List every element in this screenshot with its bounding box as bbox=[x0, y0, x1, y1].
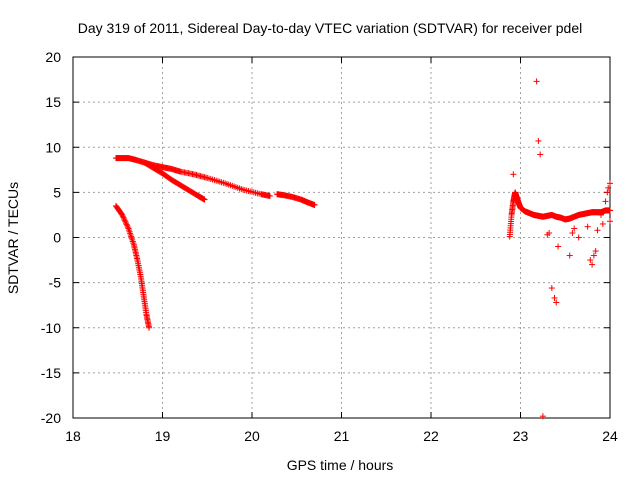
data-point bbox=[584, 223, 591, 230]
data-point bbox=[120, 214, 127, 221]
y-tick-label: 20 bbox=[45, 49, 61, 65]
data-point bbox=[602, 198, 609, 205]
x-tick-label: 22 bbox=[423, 428, 439, 444]
data-point bbox=[607, 218, 613, 225]
data-point bbox=[311, 202, 318, 209]
data-point bbox=[124, 224, 131, 231]
chart-title: Day 319 of 2011, Sidereal Day-to-day VTE… bbox=[78, 20, 582, 36]
y-tick-label: -20 bbox=[41, 410, 61, 426]
data-point bbox=[589, 261, 596, 268]
data-point bbox=[146, 324, 153, 331]
data-point bbox=[122, 220, 129, 227]
y-tick-label: 15 bbox=[45, 94, 61, 110]
data-point bbox=[599, 220, 606, 227]
data-point bbox=[510, 171, 517, 178]
data-point bbox=[555, 243, 562, 250]
x-tick-label: 19 bbox=[155, 428, 171, 444]
data-point bbox=[566, 252, 573, 259]
data-point bbox=[123, 221, 130, 228]
data-point bbox=[539, 413, 546, 420]
x-tick-label: 23 bbox=[513, 428, 529, 444]
data-point bbox=[121, 217, 128, 224]
x-axis-label: GPS time / hours bbox=[287, 457, 394, 473]
data-point bbox=[119, 213, 126, 220]
data-point bbox=[122, 218, 129, 225]
data-point bbox=[553, 299, 560, 306]
axis-ticks: 18 19 20 21 22 23 24 -20 -15 -10 -5 0 5 10 15 20 bbox=[41, 49, 618, 444]
data-point bbox=[535, 137, 542, 144]
data-point bbox=[119, 211, 126, 218]
y-tick-label: 0 bbox=[53, 230, 61, 246]
data-point bbox=[533, 78, 540, 85]
data-point bbox=[607, 180, 613, 187]
data-point bbox=[571, 225, 578, 232]
y-tick-label: 10 bbox=[45, 139, 61, 155]
data-point bbox=[121, 215, 128, 222]
data-point bbox=[590, 252, 597, 259]
data-point bbox=[569, 229, 576, 236]
data-point bbox=[592, 248, 599, 255]
y-tick-label: -5 bbox=[49, 275, 62, 291]
data-points bbox=[112, 78, 613, 420]
x-tick-label: 24 bbox=[602, 428, 618, 444]
data-point bbox=[124, 222, 131, 229]
data-point bbox=[201, 196, 208, 203]
data-point bbox=[604, 189, 611, 196]
x-tick-label: 18 bbox=[65, 428, 81, 444]
data-point bbox=[607, 207, 613, 214]
data-point bbox=[587, 257, 594, 264]
x-tick-label: 20 bbox=[244, 428, 260, 444]
data-point bbox=[546, 229, 553, 236]
data-point bbox=[537, 151, 544, 158]
data-point bbox=[605, 184, 612, 191]
data-point bbox=[598, 211, 605, 218]
data-point bbox=[548, 285, 555, 292]
y-tick-label: -10 bbox=[41, 320, 61, 336]
data-point bbox=[266, 192, 273, 199]
y-tick-label: -15 bbox=[41, 365, 61, 381]
data-point bbox=[551, 294, 558, 301]
grid bbox=[73, 57, 610, 418]
x-tick-label: 21 bbox=[334, 428, 350, 444]
y-tick-label: 5 bbox=[53, 184, 61, 200]
y-axis-label: SDTVAR / TECUs bbox=[5, 182, 21, 294]
data-point bbox=[575, 234, 582, 241]
data-point bbox=[594, 227, 601, 234]
